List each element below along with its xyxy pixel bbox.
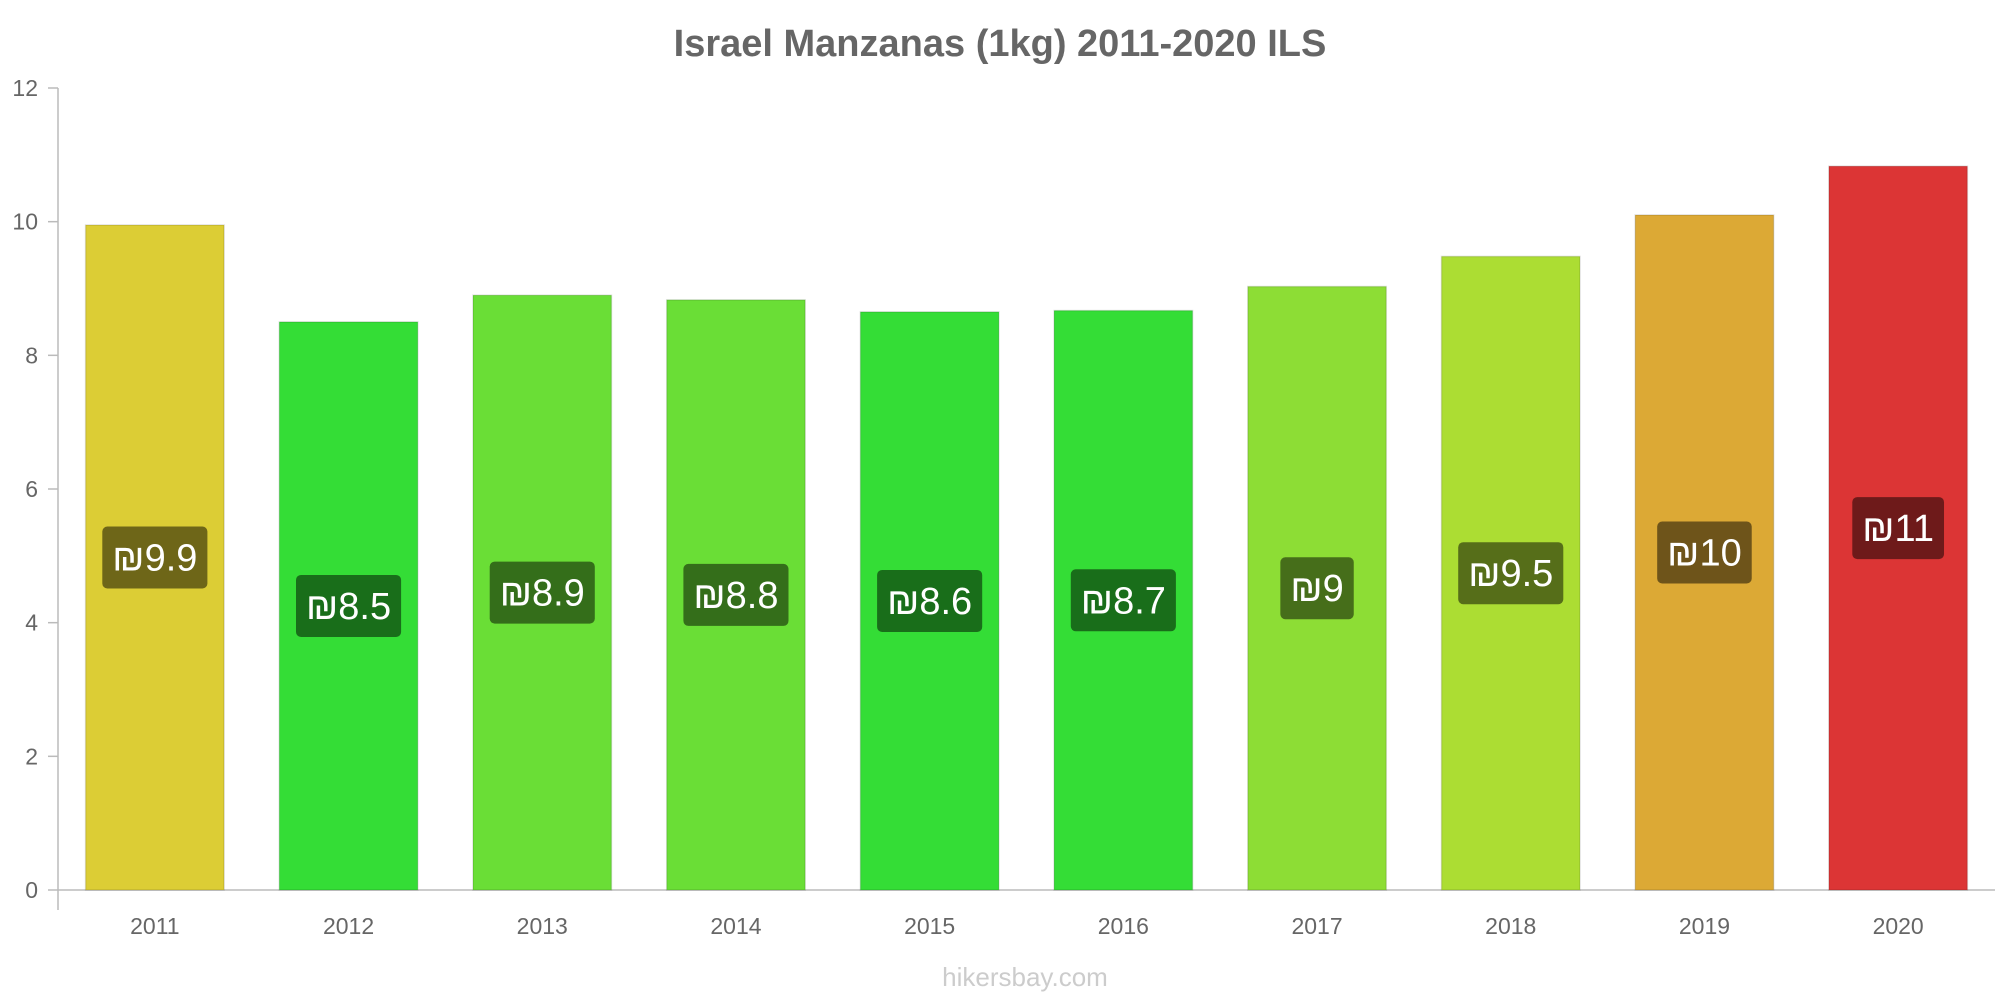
x-tick-label: 2020 (1873, 913, 1924, 939)
value-label-text: ₪8.6 (887, 581, 972, 623)
value-label-box (1657, 521, 1752, 584)
y-tick-label: 8 (25, 342, 38, 368)
value-label-text: ₪8.8 (693, 575, 778, 617)
watermark: hikersbay.com (942, 962, 1108, 992)
value-label-box (1280, 557, 1354, 620)
y-tick-label: 12 (12, 75, 38, 101)
value-label-2020: ₪11 (1852, 497, 1945, 560)
value-label-2018: ₪9.5 (1458, 542, 1564, 605)
value-label-2012: ₪8.5 (296, 574, 402, 637)
value-label-text: ₪9.5 (1468, 553, 1553, 595)
x-tick-label: 2017 (1291, 913, 1342, 939)
value-label-2014: ₪8.8 (683, 563, 789, 626)
value-label-box (102, 526, 208, 589)
value-label-text: ₪9 (1290, 568, 1343, 610)
y-tick-label: 0 (25, 877, 38, 903)
value-label-text: ₪8.5 (306, 586, 391, 628)
y-tick-label: 6 (25, 476, 38, 502)
value-label-box (1070, 569, 1176, 632)
x-tick-label: 2012 (323, 913, 374, 939)
value-label-box (683, 563, 789, 626)
value-label-text: ₪8.9 (500, 573, 585, 615)
x-tick-label: 2013 (517, 913, 568, 939)
value-label-2011: ₪9.9 (102, 526, 208, 589)
y-tick-label: 4 (25, 610, 38, 636)
x-axis: 2011 2012 2013 2014 2015 2016 2017 2018 2019 2020 (58, 889, 1995, 939)
x-tick-label: 2016 (1098, 913, 1149, 939)
x-tick-label: 2011 (130, 913, 179, 939)
y-tick-label: 2 (25, 743, 38, 769)
value-label-2017: ₪9 (1280, 557, 1354, 620)
value-label-2016: ₪8.7 (1070, 569, 1176, 632)
chart-title: Israel Manzanas (1kg) 2011-2020 ILS (674, 23, 1327, 65)
value-label-2019: ₪10 (1657, 521, 1752, 584)
value-label-box (1852, 497, 1945, 560)
x-tick-label: 2014 (710, 913, 761, 939)
value-label-text: ₪9.9 (112, 538, 197, 580)
value-label-text: ₪11 (1862, 508, 1934, 550)
value-label-box (1458, 542, 1564, 605)
y-axis: 0 2 4 6 8 10 12 (12, 75, 59, 910)
value-label-box (296, 574, 402, 637)
value-label-2015: ₪8.6 (877, 569, 983, 632)
x-tick-label: 2015 (904, 913, 955, 939)
x-tick-label: 2019 (1679, 913, 1730, 939)
value-label-text: ₪8.7 (1081, 580, 1166, 622)
value-label-box (489, 561, 595, 624)
y-tick-label: 10 (12, 209, 38, 235)
x-tick-label: 2018 (1485, 913, 1536, 939)
value-label-text: ₪10 (1667, 532, 1742, 574)
value-label-box (877, 569, 983, 632)
value-label-2013: ₪8.9 (489, 561, 595, 624)
value-labels-group: ₪9.9 ₪8.5 ₪8.9 ₪8.8 ₪8.6 ₪8.7 ₪9 ₪9.5 ₪10 ₪11 (102, 497, 1945, 637)
